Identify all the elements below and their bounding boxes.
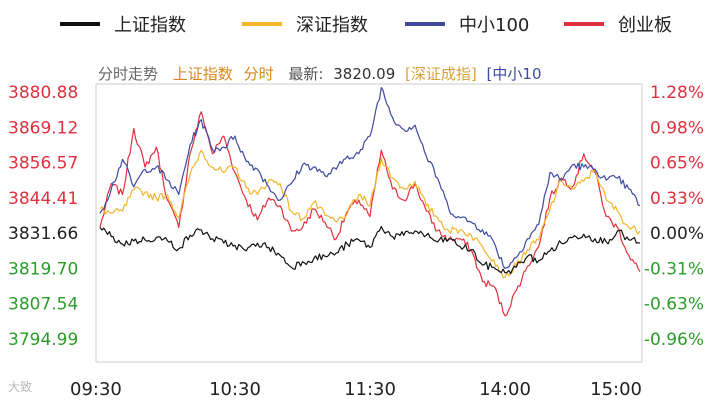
info-mode: 分时走势 — [98, 65, 158, 83]
series-line-2 — [99, 87, 641, 269]
legend-item-sz: 深证指数 — [242, 12, 368, 36]
series-line-0 — [99, 225, 641, 275]
legend-label-cy: 创业板 — [618, 15, 672, 36]
left-tick-label: 3794.99 — [8, 330, 78, 350]
x-tick-label: 10:30 — [209, 379, 261, 400]
right-tick-label: -0.63% — [644, 295, 704, 315]
right-axis: 1.28% 0.98% 0.65% 0.33% 0.00% -0.31% -0.63% -0.… — [644, 83, 704, 350]
info-period: 分时 — [244, 65, 274, 83]
legend-label-sz: 深证指数 — [296, 15, 368, 36]
series-group — [99, 87, 641, 317]
legend-swatch-sz — [242, 22, 282, 26]
x-tick-label: 15:00 — [590, 379, 642, 400]
left-tick-label: 3856.57 — [8, 154, 78, 174]
info-tag-zx: [中小10 — [487, 65, 542, 83]
info-line: 分时走势 上证指数 分时 最新: 3820.09 [深证成指] [中小10 — [98, 65, 542, 83]
x-axis: 09:30 10:30 11:30 14:00 15:00 — [70, 379, 642, 400]
left-tick-label: 3831.66 — [8, 224, 78, 244]
legend-label-sh: 上证指数 — [114, 15, 186, 36]
right-tick-label: 0.00% — [650, 224, 704, 244]
right-tick-label: 0.98% — [650, 118, 704, 138]
left-tick-label: 3819.70 — [8, 259, 78, 279]
right-tick-label: -0.31% — [644, 259, 704, 279]
x-tick-label: 11:30 — [344, 379, 396, 400]
legend-item-zx: 中小100 — [405, 12, 529, 36]
right-tick-label: 1.28% — [650, 83, 704, 103]
left-tick-label: 3869.12 — [8, 118, 78, 138]
info-index-name: 上证指数 — [173, 65, 233, 83]
series-line-3 — [99, 111, 641, 317]
right-tick-label: 0.65% — [650, 154, 704, 174]
info-tag-sz: [深证成指] — [405, 65, 477, 83]
legend-swatch-zx — [405, 22, 445, 26]
left-tick-label: 3807.54 — [8, 295, 78, 315]
legend: 上证指数 深证指数 中小100 创业板 — [0, 0, 720, 50]
info-latest-label: 最新: — [288, 65, 323, 83]
x-tick-label: 14:00 — [479, 379, 531, 400]
info-latest-value: 3820.09 — [333, 65, 395, 83]
series-line-1 — [99, 149, 641, 279]
right-tick-label: -0.96% — [644, 330, 704, 350]
left-axis: 3880.88 3869.12 3856.57 3844.41 3831.66 3819.… — [8, 83, 78, 350]
left-tick-label: 3880.88 — [8, 83, 78, 103]
legend-swatch-cy — [564, 22, 604, 26]
legend-swatch-sh — [60, 22, 100, 26]
watermark: 大致 — [8, 380, 33, 394]
x-tick-label: 09:30 — [70, 379, 122, 400]
right-tick-label: 0.33% — [650, 189, 704, 209]
left-tick-label: 3844.41 — [8, 189, 78, 209]
legend-label-zx: 中小100 — [459, 15, 530, 36]
legend-item-sh: 上证指数 — [60, 12, 186, 36]
legend-item-cy: 创业板 — [564, 12, 672, 36]
